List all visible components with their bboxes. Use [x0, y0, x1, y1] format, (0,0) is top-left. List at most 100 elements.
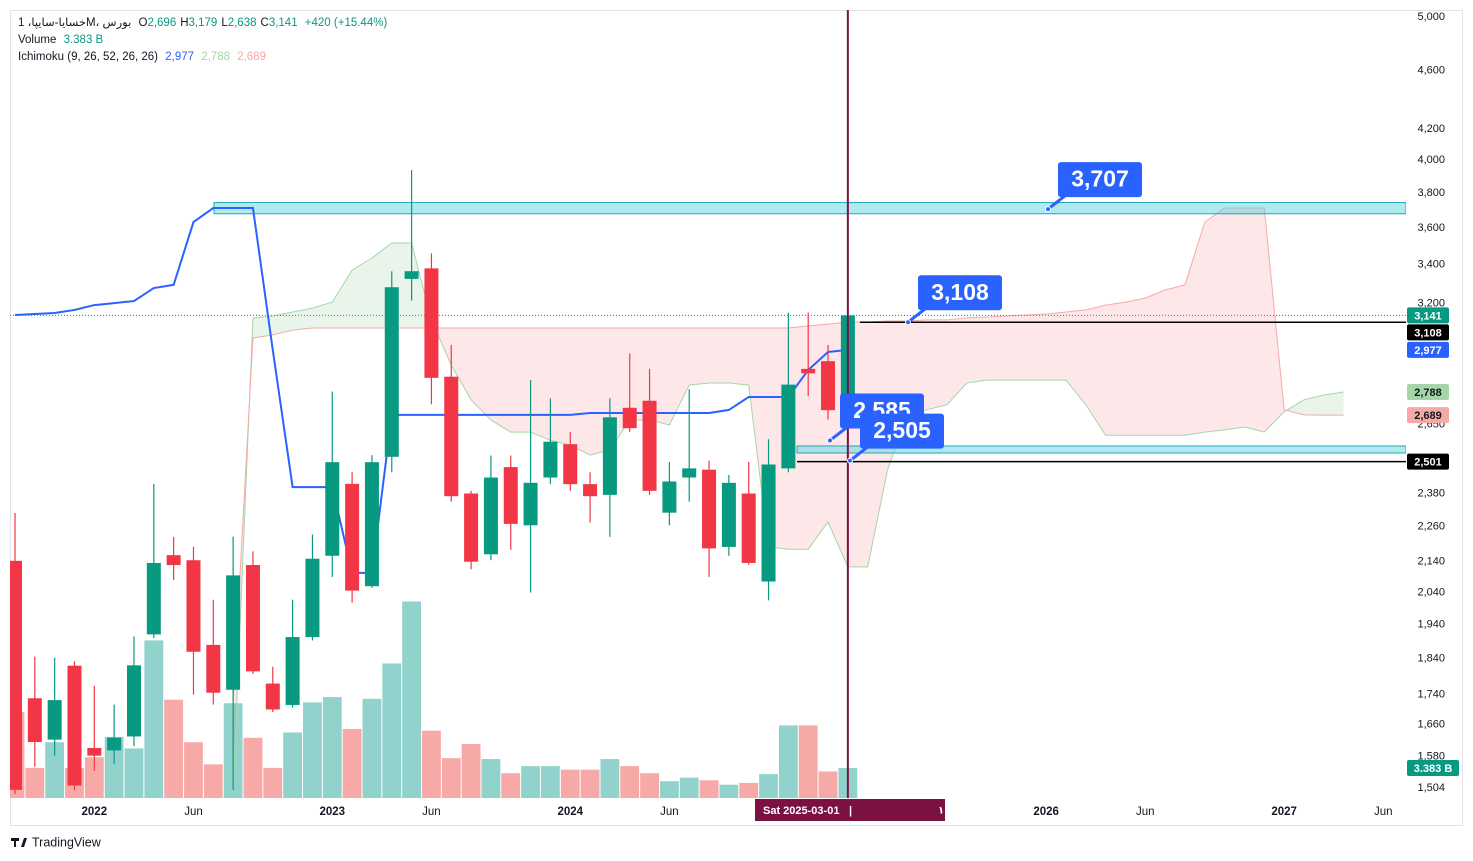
volume-bar: [283, 732, 303, 798]
x-tick-label: 2024: [557, 806, 583, 818]
candle-body: [107, 737, 122, 751]
price-label-box: [1407, 453, 1449, 470]
cloud-fill: [629, 328, 650, 420]
y-tick-label: 1,840: [1417, 653, 1445, 665]
cloud-fill: [1204, 208, 1225, 433]
legend: خسایا-سایپا، 1M، بورس O2,696 H3,179 L2,638…: [18, 15, 387, 66]
x-tick-label: Jun: [1136, 806, 1155, 818]
volume-bar: [303, 702, 322, 798]
cloud-fill: [927, 319, 948, 410]
callout-anchor: [905, 319, 911, 326]
price-label-box: [1407, 324, 1449, 341]
candle-body: [543, 441, 558, 478]
candle-body: [761, 464, 776, 582]
candle-body: [384, 287, 399, 457]
candle-body: [662, 481, 677, 513]
callout-box: [860, 413, 944, 449]
volume-bar: [25, 767, 45, 798]
x-tick-label: Jun: [184, 806, 203, 818]
candle-body: [563, 444, 578, 485]
cloud-fill: [1125, 298, 1146, 436]
candle-body: [364, 462, 379, 587]
candle-body: [602, 417, 617, 495]
cloud-fill: [1046, 311, 1066, 381]
cloud-fill: [1085, 305, 1106, 436]
ohlc-key: C: [260, 17, 269, 29]
volume-bar: [679, 777, 699, 798]
candle-body: [285, 637, 300, 705]
y-tick-label: 2,040: [1417, 586, 1445, 598]
candle-body: [27, 698, 42, 743]
callout-pointer: [849, 445, 869, 462]
price-label-box: [1407, 383, 1449, 400]
cloud-fill: [1264, 208, 1285, 433]
candle-body: [483, 477, 498, 555]
indicator-value: 2,977: [165, 51, 195, 63]
candle-body: [265, 683, 280, 710]
candle-body: [682, 468, 697, 478]
candle-body: [305, 558, 320, 638]
crosshair-alt-date: شنبه ۱۴۰۳-۱۲-۱۱: [938, 806, 1021, 817]
callout-box: [1058, 162, 1142, 198]
crosshair-separator: |: [849, 805, 852, 817]
x-tick-label: Jun: [1374, 806, 1393, 818]
indicator-params: (9, 26, 52, 26, 26): [67, 51, 159, 63]
volume-label-box: [1407, 760, 1459, 777]
volume-bar: [45, 742, 65, 798]
x-tick-label: 2027: [1271, 806, 1297, 818]
cloud-fill: [689, 328, 710, 386]
legend-row-indicator: Ichimoku (9, 26, 52, 26, 26) 2,977 2,788…: [18, 49, 387, 66]
candle-body: [503, 467, 518, 524]
candle-body: [642, 400, 657, 491]
volume-bar: [759, 774, 778, 798]
x-tick-label: Jun: [660, 806, 679, 818]
volume-bar: [640, 773, 659, 798]
y-tick-label: 3,600: [1417, 222, 1445, 234]
symbol: خسایا-سایپا، 1M، بورس: [18, 17, 132, 29]
plot-area: [10, 169, 1406, 798]
callout-pointer: [907, 307, 927, 324]
callout-label: 2,505: [873, 417, 931, 443]
price-label: 2,501: [1414, 457, 1442, 469]
volume-bar: [164, 699, 184, 798]
volume-bar: [818, 771, 838, 798]
cloud-fill: [1065, 309, 1086, 405]
price-label: 2,788: [1414, 387, 1442, 399]
price-zone: [213, 202, 1406, 215]
cloud-fill: [947, 317, 967, 405]
volume-bar: [263, 767, 283, 798]
volume-bar: [362, 698, 382, 798]
candle-body: [622, 407, 637, 429]
candle-body: [583, 484, 598, 497]
volume-bar: [481, 759, 501, 798]
candle-body: [523, 482, 538, 526]
cloud-fill: [292, 308, 313, 331]
candle-body: [424, 268, 439, 378]
volume-bar: [719, 784, 739, 798]
y-tick-label: 3,800: [1417, 187, 1445, 199]
callout-pointer: [1047, 193, 1067, 211]
candle-body: [67, 665, 82, 786]
cloud-fill: [1145, 289, 1166, 436]
candle-body: [404, 271, 419, 279]
y-tick-label: 4,000: [1417, 154, 1445, 166]
price-label: 2,977: [1414, 345, 1442, 357]
ohlc-key: O: [138, 17, 148, 29]
candle-body: [721, 482, 736, 547]
y-tick-label: 4,600: [1417, 64, 1445, 76]
volume-bar: [124, 748, 144, 798]
volume-name: Volume: [18, 34, 57, 46]
span-a-line: [232, 242, 1344, 790]
ohlc-value: 3,179: [188, 17, 218, 29]
candle-body: [801, 368, 816, 374]
cloud-fill: [1026, 313, 1047, 381]
x-tick-label: Jun: [422, 806, 441, 818]
volume-bar: [402, 601, 422, 798]
crosshair-label-box: [755, 799, 945, 821]
price-label-box: [1407, 307, 1449, 324]
cloud-fill: [570, 328, 591, 456]
ohlc-value: 3,141: [268, 17, 298, 29]
candle-body: [325, 462, 340, 556]
callout-box: [918, 275, 1002, 311]
